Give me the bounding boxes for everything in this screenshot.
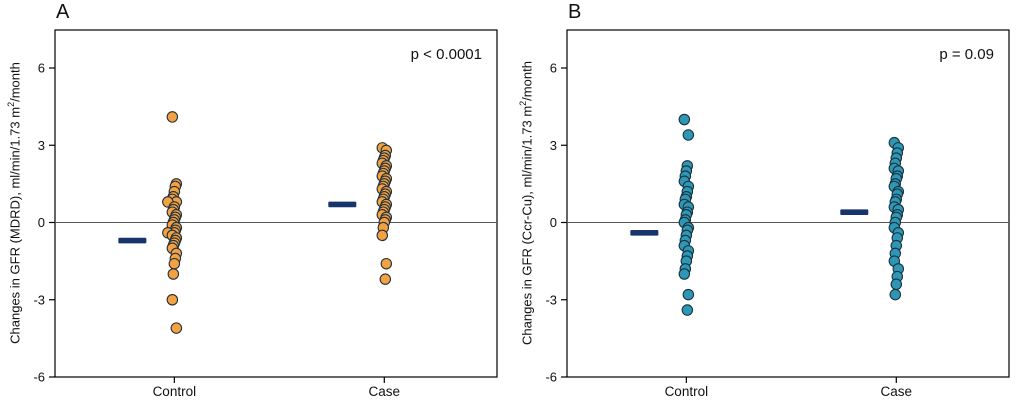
panel-b: -6 -3 0 3 6 Control Case B p = 0.09 Changes in…: [512, 0, 1024, 401]
panel-b-y-axis-title: Changes in GFR (Ccr-Cu), ml/min/1.73 m2/…: [518, 13, 536, 393]
y-axis-title-suffix: /month: [7, 62, 23, 102]
data-point: [678, 113, 691, 126]
data-point: [167, 268, 180, 280]
y-tick-label: 0: [550, 215, 557, 230]
data-point: [170, 322, 183, 334]
x-category-label: Control: [153, 384, 197, 399]
data-point: [379, 273, 392, 285]
data-point: [681, 304, 694, 316]
y-tick-label: -6: [545, 370, 557, 385]
y-tick-label: 3: [550, 138, 557, 153]
x-category-label: Control: [665, 384, 709, 399]
y-tick-label: 0: [38, 215, 45, 230]
y-axis-title-superscript: 2: [518, 100, 528, 106]
mean-bar: [118, 237, 147, 244]
panel-a-chart: -6 -3 0 3 6 Control Case: [33, 29, 498, 399]
y-tick-label: 6: [38, 61, 45, 76]
panel-a-y-axis-title: Changes in GFR (MDRD), ml/min/1.73 m2/mo…: [6, 13, 24, 393]
mean-bar: [840, 209, 869, 215]
data-point: [166, 111, 179, 123]
y-tick-label: 6: [550, 61, 557, 76]
plot-border: [54, 29, 498, 378]
y-tick-label: 3: [38, 138, 45, 153]
y-axis-title-text: Changes in GFR (Ccr-Cu), ml/min/1.73 m: [519, 105, 535, 345]
x-category-label: Case: [369, 384, 401, 399]
y-tick-label: -3: [33, 292, 45, 307]
mean-bar: [328, 201, 357, 208]
y-tick-label: -6: [33, 370, 45, 385]
data-point: [682, 129, 695, 141]
panel-a: -6 -3 0 3 6 Control Case A p < 0.0001 Changes …: [6, 1, 498, 399]
data-point: [166, 293, 179, 306]
data-point: [890, 278, 903, 291]
data-point: [168, 257, 181, 270]
data-point: [678, 268, 691, 280]
x-category-label: Case: [881, 384, 913, 399]
panel-a-letter: A: [56, 1, 70, 23]
y-axis-title-suffix: /month: [519, 61, 535, 101]
panel-b-letter: B: [568, 1, 582, 23]
mean-bar: [630, 230, 659, 236]
y-axis-title-text: Changes in GFR (MDRD), ml/min/1.73 m: [7, 106, 23, 344]
data-point: [889, 288, 902, 301]
data-point: [682, 288, 695, 301]
panel-b-chart: -6 -3 0 3 6 Control Case: [545, 29, 1010, 399]
data-point: [376, 229, 389, 242]
data-point: [380, 257, 393, 270]
plot-border: [566, 29, 1010, 378]
panel-a-p-value: p < 0.0001: [410, 46, 482, 63]
y-tick-label: -3: [545, 292, 557, 307]
panel-b-p-value: p = 0.09: [939, 46, 994, 63]
y-axis-title-superscript: 2: [6, 101, 16, 107]
